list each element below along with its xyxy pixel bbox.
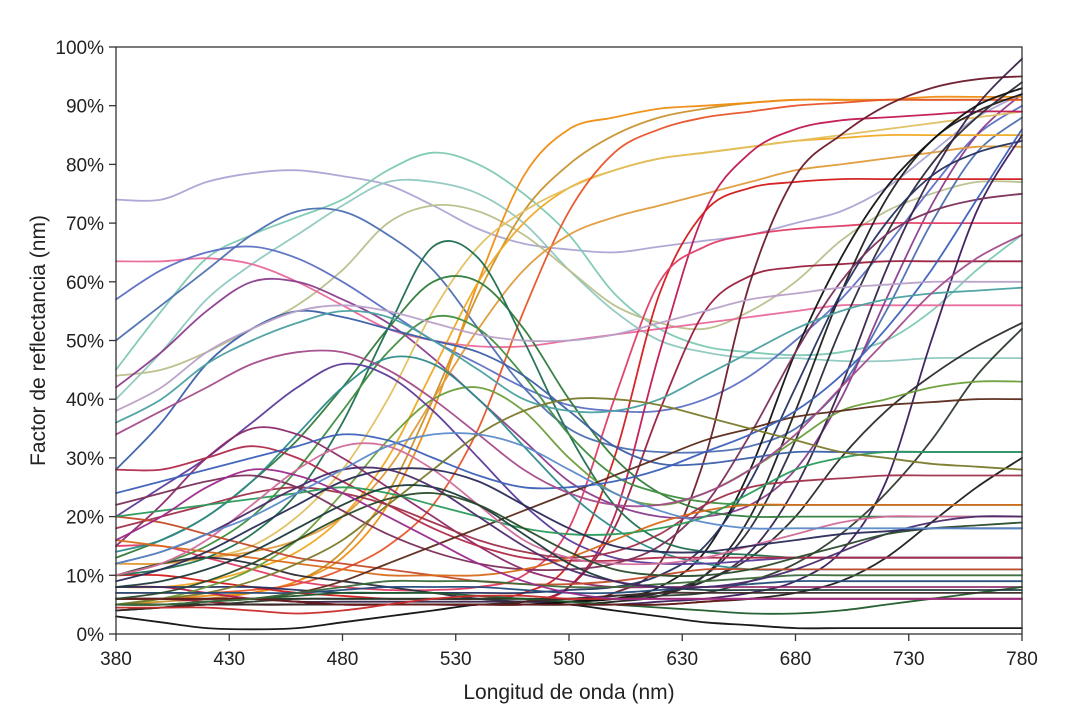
y-axis: 0% 10% 20% 30% 40% 50% 60% 70% 80% 90% 100% — [55, 38, 116, 646]
reflectance-curve-12 — [115, 110, 1023, 565]
reflectance-curve-1 — [115, 93, 1023, 254]
curves-layer — [115, 57, 1023, 631]
y-tick-label: 20% — [66, 508, 104, 529]
x-tick-label: 630 — [666, 649, 698, 670]
y-tick-label: 100% — [55, 38, 104, 59]
reflectance-curve-16 — [115, 177, 1023, 601]
reflectance-curve-6 — [115, 104, 1023, 413]
reflectance-curve-55 — [115, 574, 1023, 606]
y-tick-label: 50% — [66, 332, 104, 353]
reflectance-curve-11 — [115, 133, 1023, 589]
reflectance-curve-33 — [115, 355, 1023, 571]
x-axis: 380 430 480 530 580 630 680 730 780 — [100, 634, 1038, 670]
reflectance-curve-38 — [115, 192, 1023, 572]
reflectance-curve-42 — [115, 398, 1023, 606]
y-tick-label: 40% — [66, 390, 104, 411]
reflectance-curve-25 — [115, 140, 1023, 595]
reflectance-curve-37 — [115, 445, 1023, 562]
x-tick-label: 680 — [780, 649, 812, 670]
reflectance-curve-47 — [115, 233, 1023, 508]
reflectance-curve-51 — [115, 603, 1023, 631]
reflectance-curve-17 — [115, 221, 1023, 592]
reflectance-curve-43 — [115, 128, 1023, 494]
y-tick-label: 60% — [66, 273, 104, 294]
x-tick-label: 480 — [327, 649, 359, 670]
x-axis-title: Longitud de onda (nm) — [463, 681, 674, 704]
y-tick-label: 90% — [66, 97, 104, 118]
reflectance-curve-49 — [115, 442, 1023, 577]
x-tick-label: 380 — [100, 649, 132, 670]
reflectance-curve-22 — [115, 57, 1023, 603]
y-axis-title: Factor de reflectancia (nm) — [27, 215, 50, 466]
reflectance-curve-44 — [115, 450, 1023, 536]
reflectance-curve-48 — [115, 397, 1023, 606]
x-tick-label: 530 — [440, 649, 472, 670]
reflectance-curve-40 — [115, 515, 1023, 586]
reflectance-curve-21 — [115, 81, 1023, 603]
x-tick-label: 780 — [1006, 649, 1038, 670]
reflectance-curve-59 — [115, 492, 1023, 600]
x-tick-label: 730 — [893, 649, 925, 670]
reflectance-curve-36 — [115, 426, 1023, 589]
reflectance-curve-10 — [115, 95, 1023, 600]
x-tick-label: 580 — [553, 649, 585, 670]
y-tick-label: 80% — [66, 155, 104, 176]
y-tick-label: 30% — [66, 449, 104, 470]
reflectance-curve-58 — [115, 466, 1023, 589]
reflectance-curve-60 — [115, 467, 1023, 583]
y-tick-label: 70% — [66, 214, 104, 235]
reflectance-curve-14 — [115, 145, 1023, 565]
y-tick-label: 0% — [77, 625, 105, 646]
reflectance-curve-46 — [115, 286, 1023, 424]
reflectance-curve-45 — [115, 280, 1023, 412]
reflectance-curve-62 — [115, 432, 1023, 565]
reflectance-curve-29 — [115, 275, 1023, 559]
reflectance-curve-61 — [115, 468, 1023, 601]
reflectance-curve-30 — [115, 240, 1023, 577]
reflectance-curve-7 — [115, 116, 1023, 454]
y-tick-label: 10% — [66, 566, 104, 587]
x-tick-label: 430 — [213, 649, 245, 670]
reflectance-curve-57 — [115, 484, 1023, 592]
